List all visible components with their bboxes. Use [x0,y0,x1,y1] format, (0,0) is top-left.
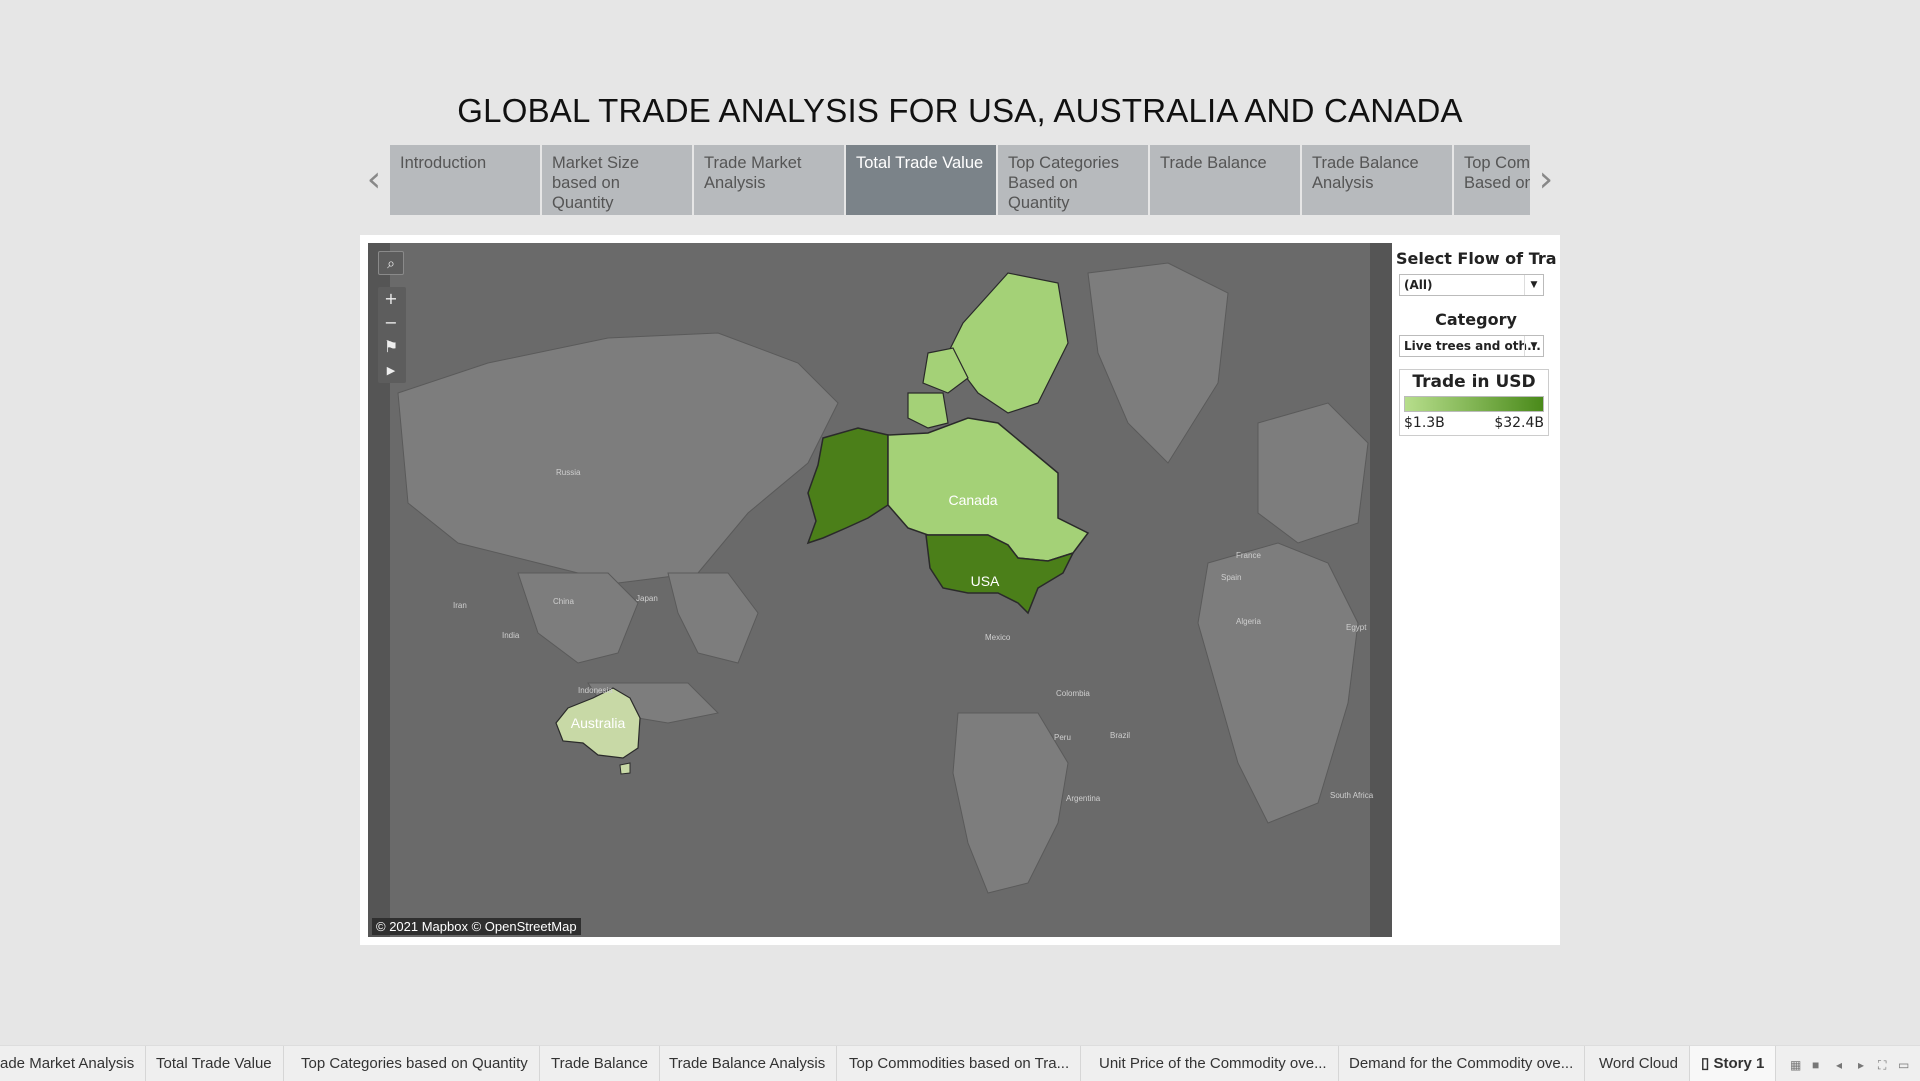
basemap-label: Peru [1054,733,1071,742]
country-label-canada: Canada [948,492,997,508]
sheet-tab[interactable]: Top Commodities based on Tra... [838,1046,1082,1081]
country-australia [555,687,641,759]
sheet-tab[interactable]: Trade Balance Analysis [658,1046,838,1081]
sheet-tab-story[interactable]: ▯ Story 1 [1690,1046,1777,1081]
sheet-tab[interactable]: Total Trade Value [145,1046,284,1081]
present-icon[interactable]: ▭ [1898,1058,1910,1072]
expand-toolbar-icon[interactable]: ▶ [386,364,396,377]
sheet-tab[interactable]: Trade Balance [540,1046,661,1081]
flow-filter-value: (All) [1404,278,1433,292]
story-tab-market-size[interactable]: Market Size based on Quantity [542,145,692,215]
story-tab-top-commodities[interactable]: Top Commodities Based on Value [1454,145,1530,215]
sheet-tab[interactable]: Word Cloud [1588,1046,1690,1081]
story-tab-trade-balance-analysis[interactable]: Trade Balance Analysis [1302,145,1452,215]
basemap-label: South Africa [1330,791,1374,800]
basemap-label: Japan [636,594,658,603]
basemap-label: France [1236,551,1261,560]
sheet-tab-bar: ade Market Analysis Total Trade Value To… [0,1045,1920,1081]
story-tab-trade-balance[interactable]: Trade Balance [1150,145,1300,215]
story-icon: ▯ [1701,1055,1710,1072]
sheet-tab[interactable]: Unit Price of the Commodity ove... [1088,1046,1339,1081]
basemap-label: Argentina [1066,794,1101,803]
basemap-label: China [553,597,574,606]
basemap-label: Colombia [1056,689,1090,698]
sheet-tab[interactable]: Top Categories based on Quantity [290,1046,540,1081]
story-tab-trade-market-analysis[interactable]: Trade Market Analysis [694,145,844,215]
prev-sheet-icon[interactable]: ◂ [1836,1058,1843,1072]
map-canvas: Canada USA Australia Russia China Japan … [368,243,1392,937]
caret-down-icon: ▼ [1524,336,1543,356]
sheet-tab[interactable]: Demand for the Commodity ove... [1338,1046,1586,1081]
country-usa [925,534,1075,615]
chevron-right-icon[interactable]: › [1538,159,1554,200]
basemap-label: India [502,631,520,640]
basemap-label: Egypt [1346,623,1367,632]
basemap-label: Algeria [1236,617,1261,626]
map-attribution: © 2021 Mapbox © OpenStreetMap [372,918,581,935]
flow-filter-dropdown[interactable]: (All) ▼ [1399,274,1544,296]
basemap-label: Mexico [985,633,1011,642]
category-filter-dropdown[interactable]: Live trees and oth... ▼ [1399,335,1544,357]
country-label-australia: Australia [571,715,626,731]
story-tab-total-trade-value[interactable]: Total Trade Value [846,145,996,215]
story-tabs: Introduction Market Size based on Quanti… [390,145,1530,215]
story-tab-introduction[interactable]: Introduction [390,145,540,215]
legend-min: $1.3B [1404,415,1445,431]
dashboard: Canada USA Australia Russia China Japan … [360,235,1560,945]
legend-color-ramp [1404,396,1544,412]
filter-panel: Select Flow of Tra.. (All) ▼ Category Li… [1396,243,1556,436]
basemap-label: Spain [1221,573,1241,582]
basemap-label: Brazil [1110,731,1130,740]
legend-max: $32.4B [1494,415,1544,431]
fullscreen-icon[interactable]: ⛶ [1878,1058,1887,1072]
basemap-label: Iran [453,601,467,610]
zoom-in-icon[interactable]: + [384,289,398,308]
category-filter-title: Category [1435,310,1517,329]
story-navigator: ‹ Introduction Market Size based on Quan… [360,145,1560,215]
category-filter-value: Live trees and oth... [1404,339,1541,353]
grid-view-icon[interactable]: ▦ [1790,1058,1802,1072]
page-title: GLOBAL TRADE ANALYSIS FOR USA, AUSTRALIA… [457,92,1463,129]
map-view[interactable]: Canada USA Australia Russia China Japan … [368,243,1392,937]
next-sheet-icon[interactable]: ▸ [1858,1058,1865,1072]
zoom-controls: + − ⚑ ▶ [378,287,406,383]
search-icon[interactable]: ⌕ [378,251,404,275]
zoom-out-icon[interactable]: − [384,313,398,332]
legend-title: Trade in USD [1412,372,1536,392]
basemap-label: Indonesia [578,686,613,695]
story-tab-top-categories[interactable]: Top Categories Based on Quantity [998,145,1148,215]
flow-filter-title: Select Flow of Tra.. [1396,249,1556,268]
color-legend: Trade in USD $1.3B $32.4B [1399,369,1549,436]
country-label-usa: USA [971,573,1000,589]
sheet-tab-label: Story 1 [1713,1055,1765,1072]
map-toolbar: ⌕ + − ⚑ ▶ [378,251,406,383]
reset-map-icon[interactable]: ⚑ [383,337,399,356]
basemap-label: Russia [556,468,581,477]
filmstrip-icon[interactable]: ■ [1812,1058,1820,1072]
country-usa-alaska [806,427,889,545]
sheet-tab[interactable]: ade Market Analysis [0,1046,147,1081]
chevron-left-icon[interactable]: ‹ [366,159,382,200]
caret-down-icon: ▼ [1524,275,1543,295]
